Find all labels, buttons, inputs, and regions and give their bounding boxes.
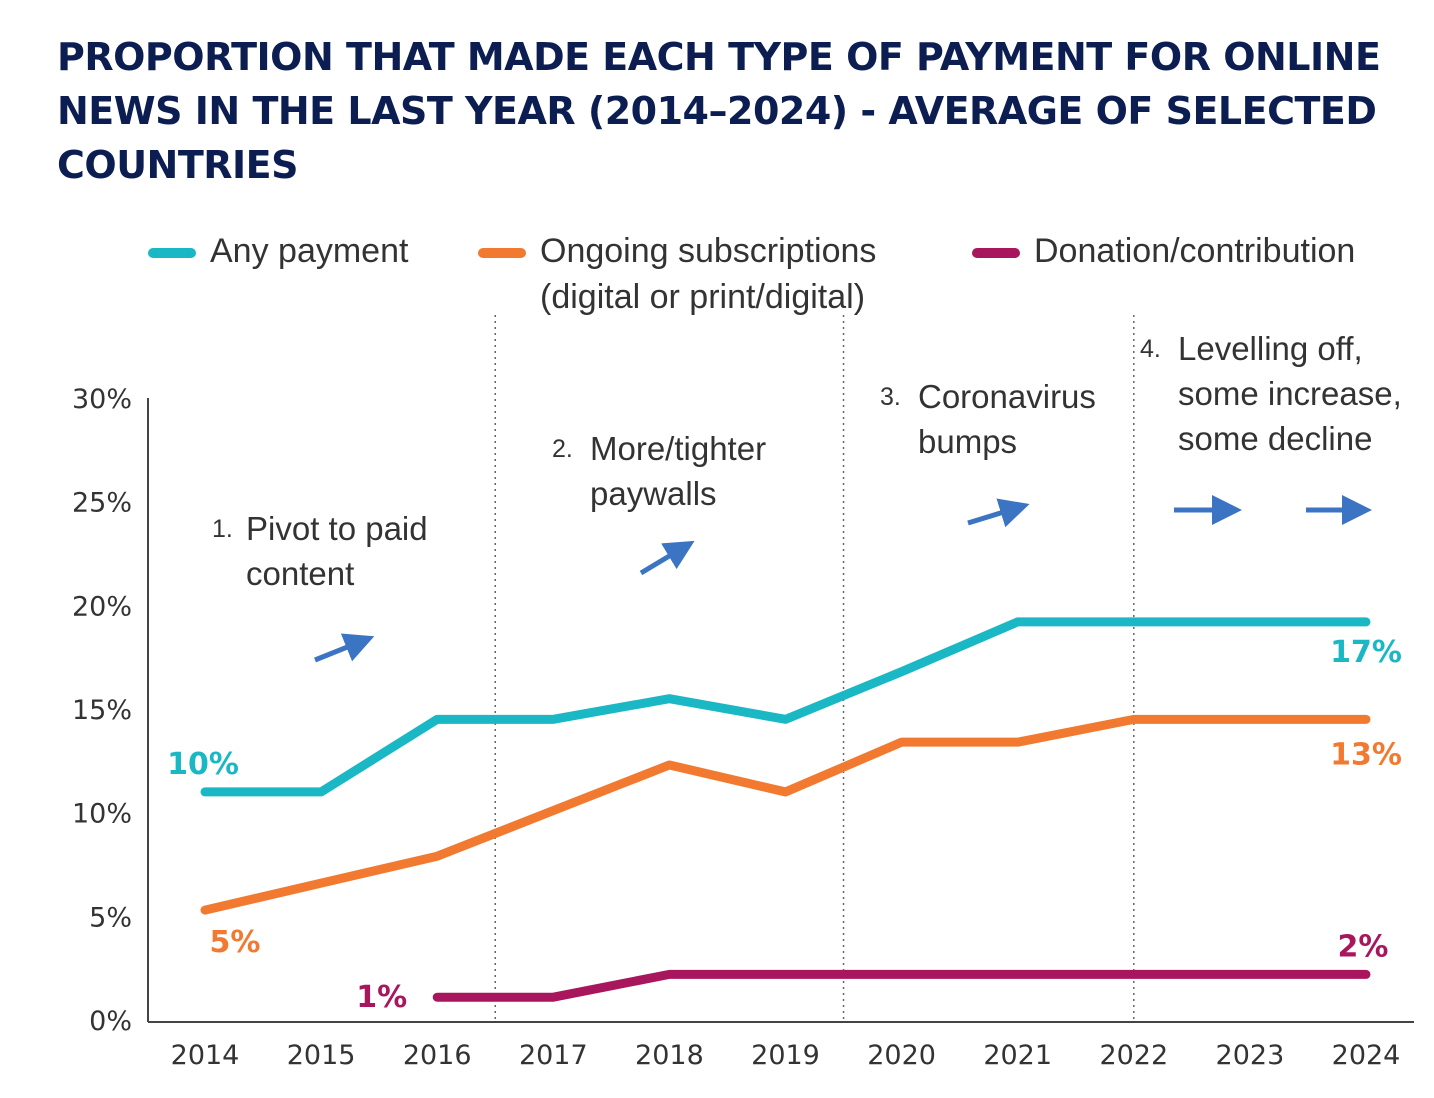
data-point xyxy=(320,882,322,884)
data-point xyxy=(1133,718,1135,720)
data-point xyxy=(901,671,903,673)
x-tick-label: 2015 xyxy=(287,1040,356,1071)
y-tick-label: 15% xyxy=(72,695,132,726)
data-point xyxy=(1133,973,1135,975)
data-point xyxy=(901,973,903,975)
x-tick-label: 2019 xyxy=(751,1040,820,1071)
y-tick-label: 30% xyxy=(72,384,132,415)
x-tick-label: 2018 xyxy=(635,1040,704,1071)
chart-title: PROPORTION THAT MADE EACH TYPE OF PAYMEN… xyxy=(57,35,1381,187)
x-tick-label: 2022 xyxy=(1099,1040,1168,1071)
annotation-text: content xyxy=(246,555,354,592)
legend-swatch xyxy=(478,248,526,258)
data-point xyxy=(1017,621,1019,623)
trend-arrow-icon xyxy=(314,633,375,663)
start-value-label: 5% xyxy=(210,925,261,960)
x-tick-label: 2016 xyxy=(403,1040,472,1071)
trend-arrow-icon xyxy=(639,540,695,576)
data-point xyxy=(668,698,670,700)
annotation-text: Pivot to paid xyxy=(246,510,428,547)
x-tick-label: 2014 xyxy=(171,1040,240,1071)
data-point xyxy=(1017,741,1019,743)
series-line-1 xyxy=(200,714,1371,915)
start-value-label: 1% xyxy=(356,980,407,1015)
end-value-label: 2% xyxy=(1338,929,1389,964)
data-point xyxy=(1017,973,1019,975)
data-point xyxy=(901,741,903,743)
start-value-label: 10% xyxy=(167,747,239,782)
x-tick-label: 2017 xyxy=(519,1040,588,1071)
data-point xyxy=(668,764,670,766)
x-tick-label: 2023 xyxy=(1216,1040,1285,1071)
end-value-label: 13% xyxy=(1330,737,1402,772)
data-point xyxy=(320,791,322,793)
data-point xyxy=(552,810,554,812)
y-tick-label: 20% xyxy=(72,591,132,622)
y-tick-label: 0% xyxy=(89,1006,132,1037)
legend-swatch xyxy=(972,248,1020,258)
annotation-number: 3. xyxy=(880,383,901,411)
annotation-number: 1. xyxy=(212,515,233,543)
data-point xyxy=(1365,718,1367,720)
data-point xyxy=(1249,973,1251,975)
series-line-2 xyxy=(432,969,1371,1002)
end-value-label: 17% xyxy=(1330,635,1402,670)
annotation-text: paywalls xyxy=(590,475,717,512)
legend-label: Any payment xyxy=(210,232,409,270)
annotation-text: Coronavirus xyxy=(918,378,1096,415)
annotation-number: 4. xyxy=(1140,335,1161,363)
data-point xyxy=(204,909,206,911)
legend-label-line-2: (digital or print/digital) xyxy=(540,278,866,316)
data-point xyxy=(1365,621,1367,623)
legend-label-line-1: Ongoing subscriptions xyxy=(540,232,877,270)
legend-label: Donation/contribution xyxy=(1034,232,1356,270)
y-tick-label: 10% xyxy=(72,799,132,830)
data-point xyxy=(552,996,554,998)
data-point xyxy=(785,791,786,793)
y-tick-label: 25% xyxy=(72,488,132,519)
series-line-0 xyxy=(200,617,1371,797)
trend-arrow-icon xyxy=(967,498,1030,528)
annotation-text: More/tighter xyxy=(590,430,766,467)
data-point xyxy=(1365,973,1367,975)
x-tick-label: 2021 xyxy=(983,1040,1052,1071)
data-point xyxy=(1133,621,1135,623)
annotation-number: 2. xyxy=(552,435,573,463)
y-tick-label: 5% xyxy=(89,902,132,933)
annotation-text: Levelling off, xyxy=(1178,330,1363,367)
data-point xyxy=(436,855,438,857)
data-point xyxy=(436,718,438,720)
data-point xyxy=(668,973,670,975)
data-point xyxy=(785,718,786,720)
annotation-text: some increase, xyxy=(1178,375,1402,412)
data-point xyxy=(552,718,554,720)
x-tick-label: 2024 xyxy=(1332,1040,1401,1071)
data-point xyxy=(1249,718,1251,720)
legend-swatch xyxy=(148,248,196,258)
annotation-text: some decline xyxy=(1178,420,1372,457)
data-point xyxy=(785,973,786,975)
data-point xyxy=(204,791,206,793)
x-tick-label: 2020 xyxy=(867,1040,936,1071)
data-point xyxy=(1249,621,1251,623)
data-point xyxy=(436,996,438,998)
annotation-text: bumps xyxy=(918,423,1017,460)
